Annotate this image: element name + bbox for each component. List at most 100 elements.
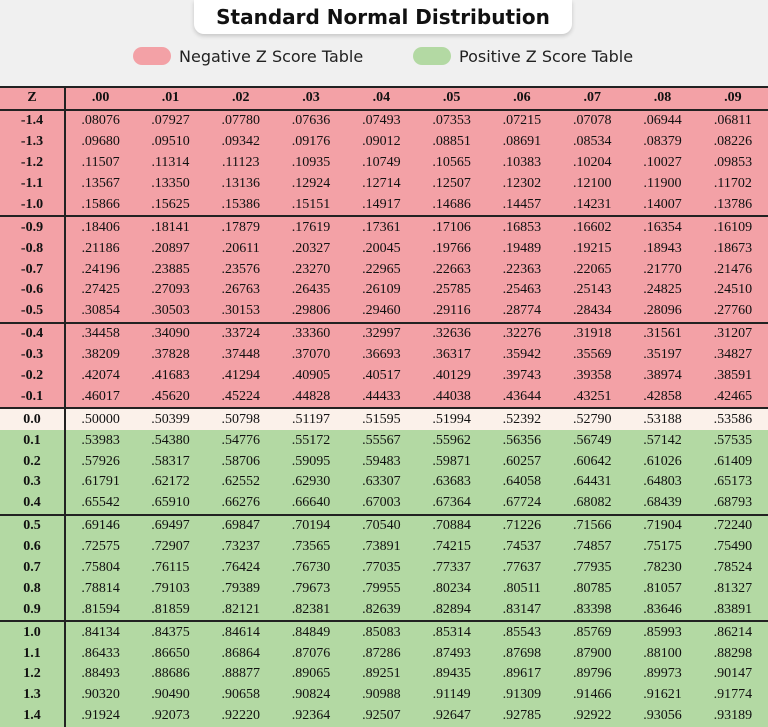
probability-cell: .11702 bbox=[713, 176, 752, 191]
probability-cell: .79955 bbox=[362, 580, 401, 596]
probability-cell: .76424 bbox=[221, 560, 260, 576]
probability-cell: .78814 bbox=[81, 580, 120, 596]
probability-cell: .80785 bbox=[572, 580, 612, 596]
probability-cell: .31561 bbox=[627, 321, 698, 345]
table-header-row: Z .00.01.02.03.04.05.06.07.08.09 bbox=[0, 86, 768, 111]
probability-cell: .23885 bbox=[151, 261, 190, 277]
probability-cell: .57142 bbox=[643, 432, 682, 448]
probability-cell: .68439 bbox=[643, 495, 682, 511]
probability-cell: .16602 bbox=[557, 215, 628, 239]
probability-cell: .31207 bbox=[697, 321, 768, 345]
probability-cell: .21770 bbox=[643, 261, 682, 277]
probability-cell: .22965 bbox=[362, 261, 401, 277]
probability-cell: .92922 bbox=[572, 708, 612, 724]
z-value-cell: 1.2 bbox=[0, 664, 66, 685]
probability-cell: .61026 bbox=[643, 453, 682, 469]
probability-cell: .15866 bbox=[81, 196, 120, 212]
probability-cell: .89435 bbox=[432, 666, 471, 682]
probability-cell: .44433 bbox=[362, 388, 401, 404]
probability-cell: .88493 bbox=[81, 666, 120, 682]
probability-cell: .42074 bbox=[81, 368, 120, 384]
probability-cell: .44828 bbox=[291, 388, 331, 404]
probability-cell: .83646 bbox=[643, 601, 682, 617]
probability-cell: .55962 bbox=[432, 432, 471, 448]
z-value-cell: 1.0 bbox=[0, 620, 66, 644]
table-row: -0.6 .27425 .27093 .26763 .26435 .26109 .25785… bbox=[0, 280, 768, 301]
z-value-cell: 0.4 bbox=[0, 492, 66, 515]
z-value-cell: 0.5 bbox=[0, 513, 66, 537]
probability-cell: .68082 bbox=[572, 495, 612, 511]
probability-cell: .54776 bbox=[221, 432, 260, 448]
probability-cell: .17619 bbox=[275, 215, 347, 239]
probability-cell: .51595 bbox=[346, 407, 417, 431]
probability-cell: .28096 bbox=[643, 303, 682, 319]
probability-cell: .84849 bbox=[275, 620, 347, 644]
probability-cell: .44038 bbox=[432, 388, 471, 404]
probability-cell: .33724 bbox=[205, 321, 276, 345]
probability-cell: .72240 bbox=[697, 513, 768, 537]
probability-cell: .77637 bbox=[502, 560, 542, 576]
probability-cell: .28434 bbox=[572, 303, 612, 319]
probability-cell: .43644 bbox=[502, 388, 542, 404]
probability-cell: .91774 bbox=[713, 687, 753, 703]
probability-cell: .45224 bbox=[221, 388, 260, 404]
table-row: -0.4.34458.34090.33724.33360.32997.32636… bbox=[0, 321, 768, 345]
probability-cell: .77935 bbox=[572, 560, 612, 576]
probability-cell: .21476 bbox=[713, 261, 753, 277]
header-col-00: .00 bbox=[65, 86, 136, 111]
probability-cell: .37448 bbox=[221, 347, 260, 363]
probability-cell: .07493 bbox=[362, 113, 401, 129]
probability-cell: .77337 bbox=[432, 560, 471, 576]
probability-cell: .34090 bbox=[135, 321, 206, 345]
probability-cell: .89796 bbox=[572, 666, 612, 682]
probability-cell: .26109 bbox=[362, 282, 401, 298]
probability-cell: .09510 bbox=[151, 134, 190, 150]
probability-cell: .87698 bbox=[502, 645, 542, 661]
probability-cell: .91149 bbox=[432, 687, 471, 703]
probability-cell: .58706 bbox=[221, 453, 260, 469]
probability-cell: .86433 bbox=[81, 645, 120, 661]
probability-cell: .63683 bbox=[432, 474, 471, 490]
probability-cell: .87900 bbox=[572, 645, 612, 661]
z-value-cell: 1.1 bbox=[0, 643, 66, 665]
probability-cell: .14457 bbox=[502, 196, 542, 212]
probability-cell: .19766 bbox=[432, 240, 471, 256]
probability-cell: .37828 bbox=[151, 347, 190, 363]
probability-cell: .53188 bbox=[627, 407, 698, 431]
probability-cell: .87286 bbox=[362, 645, 401, 661]
probability-cell: .85083 bbox=[346, 620, 417, 644]
probability-cell: .41294 bbox=[221, 368, 260, 384]
probability-cell: .50798 bbox=[205, 407, 276, 431]
probability-cell: .25785 bbox=[432, 282, 471, 298]
z-score-table: Z .00.01.02.03.04.05.06.07.08.09 -1.4.080… bbox=[0, 86, 768, 727]
probability-cell: .15386 bbox=[221, 196, 260, 212]
probability-cell: .21186 bbox=[81, 240, 120, 256]
probability-cell: .93056 bbox=[643, 708, 682, 724]
table-row: -0.3 .38209 .37828 .37448 .37070 .36693 .36317… bbox=[0, 344, 768, 366]
probability-cell: .67003 bbox=[362, 495, 401, 511]
probability-cell: .69146 bbox=[65, 513, 136, 537]
probability-cell: .54380 bbox=[151, 432, 190, 448]
probability-cell: .16853 bbox=[486, 215, 558, 239]
probability-cell: .88100 bbox=[643, 645, 682, 661]
header-z: Z bbox=[0, 86, 66, 111]
probability-cell: .17879 bbox=[205, 215, 276, 239]
probability-cell: .82121 bbox=[221, 601, 260, 617]
probability-cell: .83891 bbox=[713, 601, 753, 617]
probability-cell: .62930 bbox=[291, 474, 331, 490]
probability-cell: .24825 bbox=[643, 282, 682, 298]
z-value-cell: -0.6 bbox=[0, 280, 66, 301]
table-row: -0.9.18406.18141.17879.17619.17361.17106… bbox=[0, 215, 768, 239]
probability-cell: .82381 bbox=[291, 601, 331, 617]
probability-cell: .56356 bbox=[502, 432, 542, 448]
probability-cell: .13567 bbox=[81, 176, 120, 191]
probability-cell: .16354 bbox=[627, 215, 698, 239]
probability-cell: .14686 bbox=[432, 196, 471, 212]
probability-cell: .10749 bbox=[362, 155, 401, 171]
probability-cell: .60642 bbox=[572, 453, 612, 469]
probability-cell: .29806 bbox=[291, 303, 331, 319]
probability-cell: .60257 bbox=[502, 453, 542, 469]
probability-cell: .17106 bbox=[416, 215, 487, 239]
header-col-03: .03 bbox=[275, 86, 347, 111]
probability-cell: .84614 bbox=[205, 620, 276, 644]
